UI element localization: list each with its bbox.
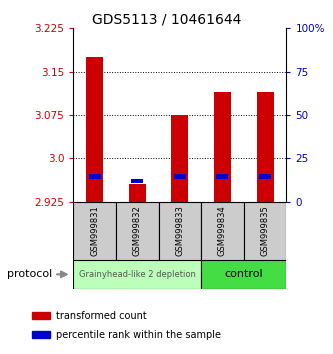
Bar [171,115,188,202]
Text: GSM999833: GSM999833 [175,206,184,256]
Text: GSM999835: GSM999835 [260,206,270,256]
Text: GDS5113 / 10461644: GDS5113 / 10461644 [92,12,241,27]
Bar [32,312,50,319]
Bar [32,331,50,338]
Bar [256,92,274,202]
Bar [131,179,143,183]
Text: control: control [224,269,263,279]
Bar [116,202,159,260]
Text: percentile rank within the sample: percentile rank within the sample [57,330,221,340]
Text: Grainyhead-like 2 depletion: Grainyhead-like 2 depletion [79,270,195,279]
Text: protocol: protocol [7,269,52,279]
Bar [86,57,103,202]
Bar [73,202,116,260]
Bar [89,174,101,179]
Bar [73,260,201,289]
Bar [201,202,244,260]
Bar [159,202,201,260]
Text: GSM999834: GSM999834 [218,206,227,256]
Bar [244,202,286,260]
Text: transformed count: transformed count [57,311,147,321]
Bar [216,174,228,179]
Text: GSM999832: GSM999832 [133,206,142,256]
Bar [259,174,271,179]
Bar [174,174,186,179]
Bar [129,184,146,202]
Text: GSM999831: GSM999831 [90,206,99,256]
Bar [214,92,231,202]
Bar [201,260,286,289]
